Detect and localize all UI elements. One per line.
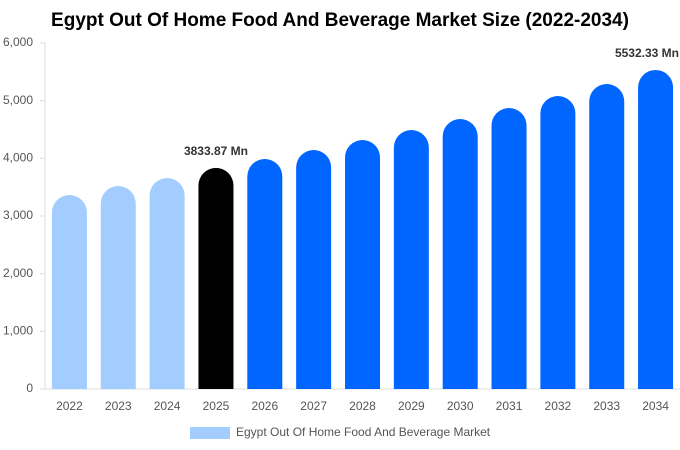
bar	[296, 150, 332, 389]
x-tick-label: 2023	[105, 399, 132, 413]
y-tick-label: 1,000	[3, 324, 33, 338]
bar	[149, 177, 185, 389]
bar	[540, 95, 576, 389]
y-tick-label: 0	[26, 381, 33, 395]
chart-title: Egypt Out Of Home Food And Beverage Mark…	[51, 10, 629, 31]
value-label: 5532.33 Mn	[615, 46, 679, 60]
x-tick-label: 2028	[349, 399, 376, 413]
y-tick-label: 6,000	[3, 35, 33, 49]
x-tick-label: 2022	[56, 399, 83, 413]
bar	[51, 195, 87, 389]
y-tick-label: 5,000	[3, 93, 33, 107]
x-tick-label: 2031	[496, 399, 523, 413]
y-tick-label: 3,000	[3, 208, 33, 222]
x-tick-label: 2027	[300, 399, 327, 413]
bar	[442, 119, 478, 389]
value-label: 3833.87 Mn	[184, 144, 248, 158]
bar	[589, 84, 625, 389]
y-tick-label: 4,000	[3, 151, 33, 165]
x-tick-label: 2025	[203, 399, 230, 413]
x-tick-label: 2024	[154, 399, 181, 413]
bar	[198, 167, 234, 389]
bar	[638, 69, 674, 390]
legend-label: Egypt Out Of Home Food And Beverage Mark…	[236, 425, 491, 439]
bar	[491, 107, 527, 390]
bar	[393, 130, 429, 390]
legend-swatch	[190, 427, 230, 439]
x-tick-label: 2029	[398, 399, 425, 413]
bar	[100, 186, 136, 389]
bar	[345, 139, 380, 389]
y-tick-label: 2,000	[3, 266, 33, 280]
x-tick-label: 2030	[447, 399, 474, 413]
x-tick-label: 2034	[642, 399, 669, 413]
x-tick-label: 2032	[545, 399, 572, 413]
x-tick-label: 2033	[593, 399, 620, 413]
x-tick-label: 2026	[251, 399, 278, 413]
bar	[247, 159, 283, 389]
